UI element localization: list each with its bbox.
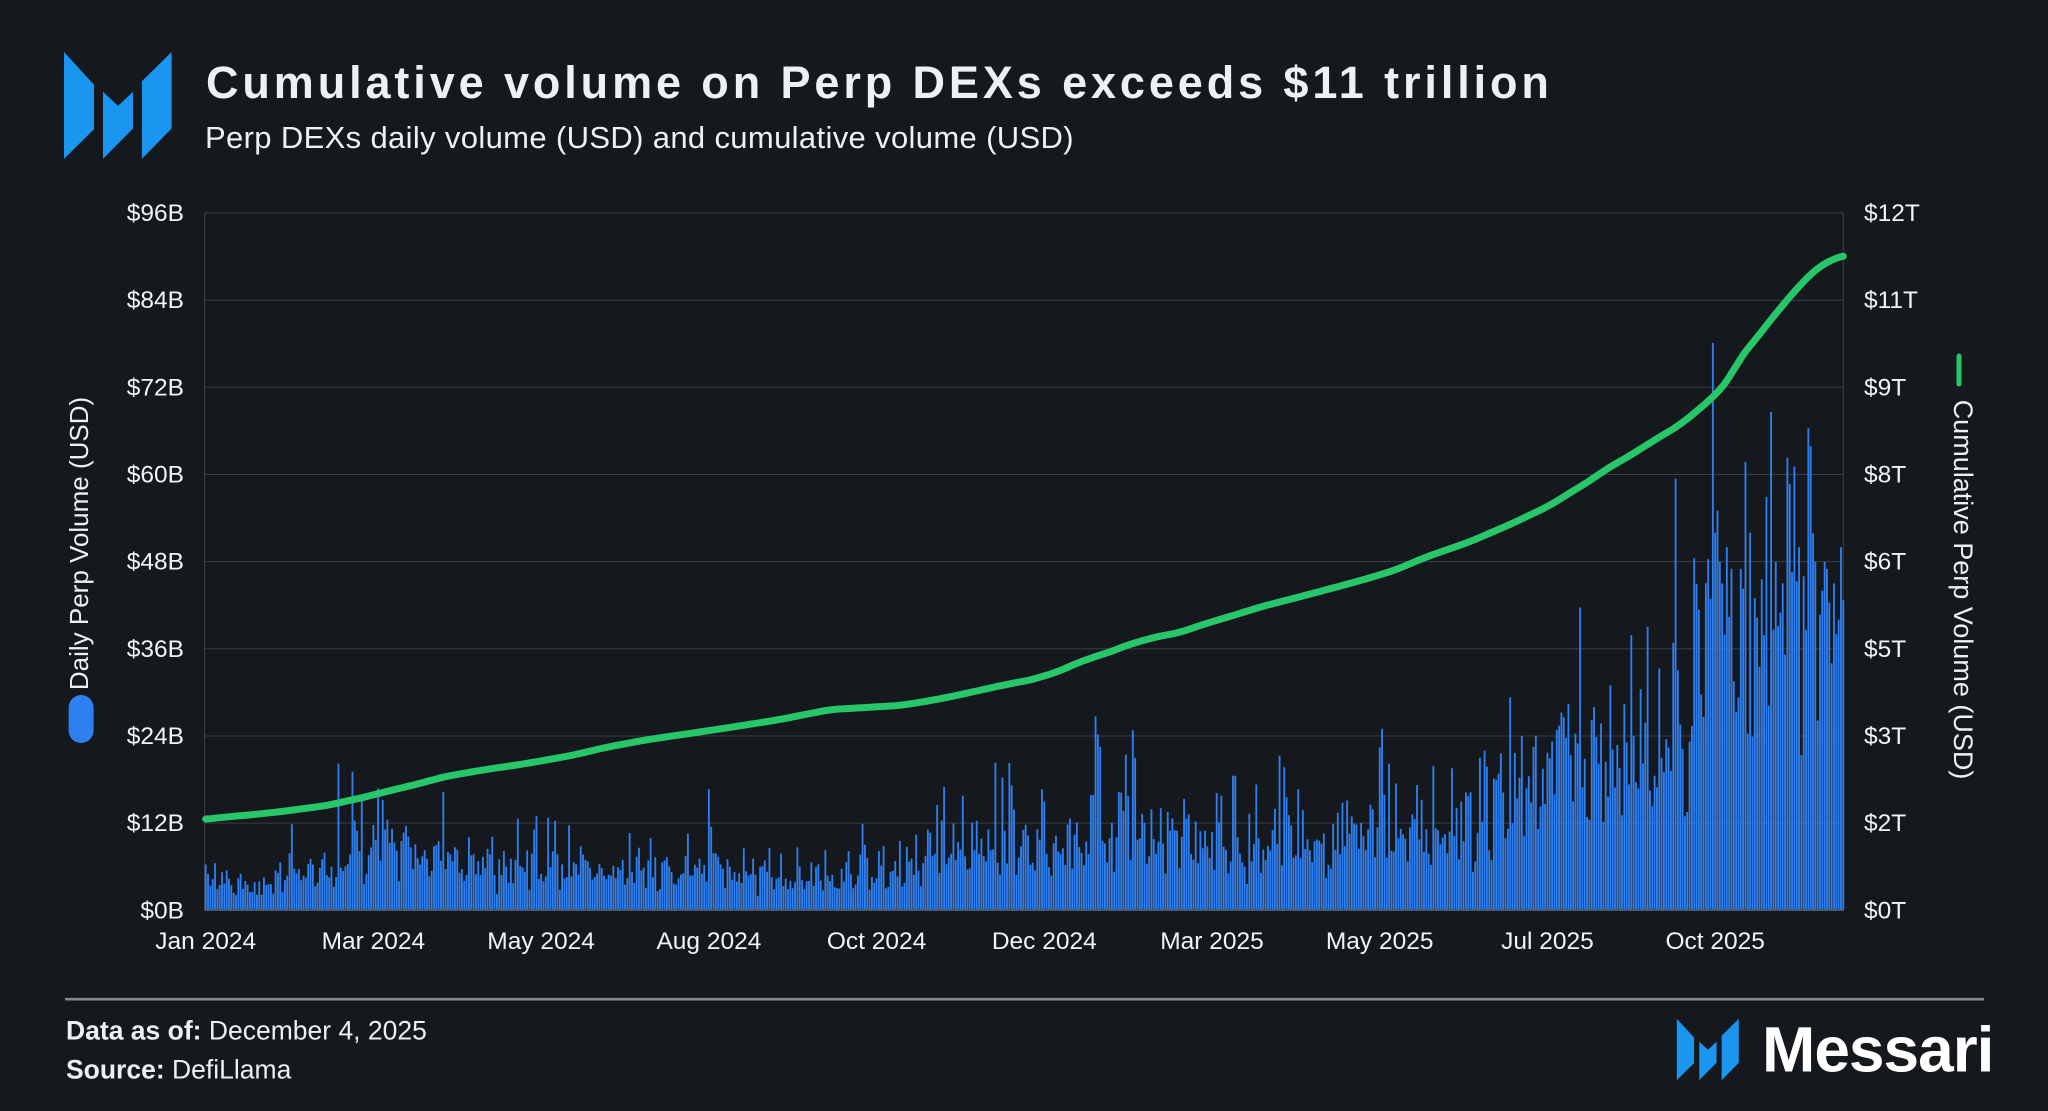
svg-text:$84B: $84B: [127, 287, 184, 314]
svg-text:$0T: $0T: [1864, 897, 1906, 924]
svg-text:$60B: $60B: [127, 462, 184, 489]
svg-text:Oct 2024: Oct 2024: [827, 928, 926, 955]
svg-text:$6T: $6T: [1864, 549, 1906, 576]
svg-text:Messari: Messari: [1762, 1013, 1993, 1085]
svg-text:$12B: $12B: [127, 810, 184, 837]
svg-text:Dec 2024: Dec 2024: [992, 928, 1097, 955]
svg-text:Jul 2025: Jul 2025: [1501, 928, 1594, 955]
svg-text:$3T: $3T: [1864, 723, 1906, 750]
svg-text:Jan 2024: Jan 2024: [155, 928, 256, 955]
svg-text:Source: DefiLlama: Source: DefiLlama: [66, 1055, 292, 1085]
svg-text:Cumulative volume on Perp DEXs: Cumulative volume on Perp DEXs exceeds $…: [206, 57, 1553, 108]
svg-text:$5T: $5T: [1864, 636, 1906, 663]
svg-text:$72B: $72B: [127, 374, 184, 401]
svg-text:Oct 2025: Oct 2025: [1665, 928, 1764, 955]
svg-text:Mar 2024: Mar 2024: [322, 928, 426, 955]
svg-text:Aug 2024: Aug 2024: [656, 928, 761, 955]
svg-text:$0B: $0B: [140, 897, 184, 924]
svg-text:May 2025: May 2025: [1326, 928, 1434, 955]
svg-text:$48B: $48B: [127, 549, 184, 576]
svg-text:$8T: $8T: [1864, 462, 1906, 489]
svg-text:$12T: $12T: [1864, 200, 1920, 227]
svg-text:$96B: $96B: [127, 200, 184, 227]
svg-text:$11T: $11T: [1864, 287, 1918, 314]
svg-text:Daily Perp Volume (USD): Daily Perp Volume (USD): [64, 397, 94, 690]
svg-text:Mar 2025: Mar 2025: [1160, 928, 1264, 955]
svg-text:Perp DEXs daily volume (USD) a: Perp DEXs daily volume (USD) and cumulat…: [205, 120, 1074, 155]
svg-text:$9T: $9T: [1864, 374, 1906, 401]
svg-text:May 2024: May 2024: [487, 928, 595, 955]
svg-text:$36B: $36B: [127, 636, 184, 663]
svg-text:Data as of: December 4, 2025: Data as of: December 4, 2025: [66, 1016, 427, 1046]
svg-text:$24B: $24B: [127, 723, 184, 750]
svg-text:$2T: $2T: [1864, 810, 1906, 837]
svg-text:Cumulative Perp Volume (USD): Cumulative Perp Volume (USD): [1948, 400, 1978, 780]
